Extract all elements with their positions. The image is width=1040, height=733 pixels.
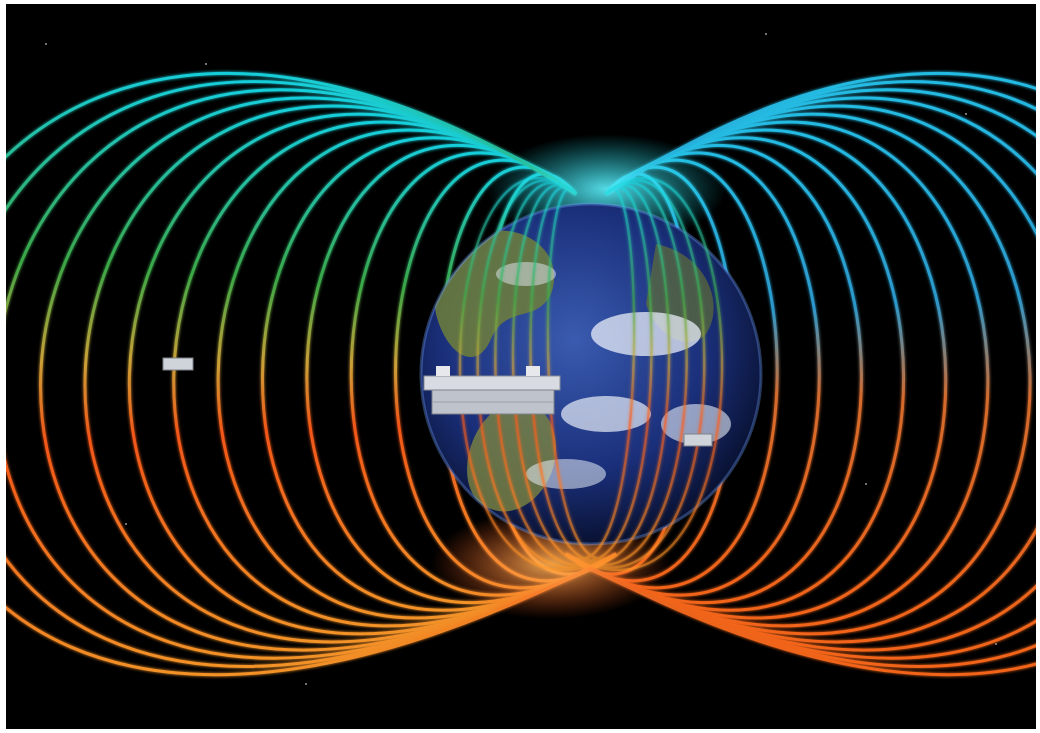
- field-line: [6, 80, 617, 668]
- satellite-icon: [423, 366, 561, 415]
- magnetosphere-scene: [6, 4, 1036, 729]
- field-line: [511, 183, 617, 565]
- field-line: [565, 72, 1036, 676]
- field-line: [565, 128, 948, 620]
- magnetosphere-illustration: [6, 4, 1036, 729]
- stars: [45, 33, 997, 685]
- small-satellite-icon: [162, 357, 194, 371]
- field-line: [127, 112, 617, 636]
- field-line: [565, 188, 636, 560]
- field-line: [565, 136, 906, 612]
- field-line: [565, 185, 653, 563]
- field-line: [565, 96, 1036, 652]
- field-line: [6, 88, 617, 660]
- field-line: [565, 144, 863, 604]
- field-lines-front: [458, 176, 724, 572]
- field-line: [546, 188, 617, 560]
- field-line: [565, 120, 990, 628]
- field-line: [83, 104, 617, 644]
- small-satellite-icon: [683, 433, 713, 447]
- field-line: [565, 104, 1036, 644]
- field-line: [458, 176, 617, 572]
- field-line: [6, 71, 617, 677]
- field-line: [261, 136, 617, 612]
- field-line: [172, 120, 617, 628]
- field-line: [565, 183, 671, 565]
- field-line: [476, 179, 617, 569]
- field-line: [494, 181, 617, 567]
- earth-globe-icon: [419, 202, 763, 546]
- field-line: [565, 179, 706, 569]
- field-line: [565, 176, 724, 572]
- field-line: [565, 88, 1036, 660]
- field-line: [565, 151, 821, 597]
- field-line: [565, 181, 688, 567]
- field-line: [565, 112, 1032, 636]
- field-line: [39, 96, 617, 652]
- field-line: [305, 144, 617, 604]
- field-line: [565, 80, 1036, 668]
- field-line: [216, 128, 617, 620]
